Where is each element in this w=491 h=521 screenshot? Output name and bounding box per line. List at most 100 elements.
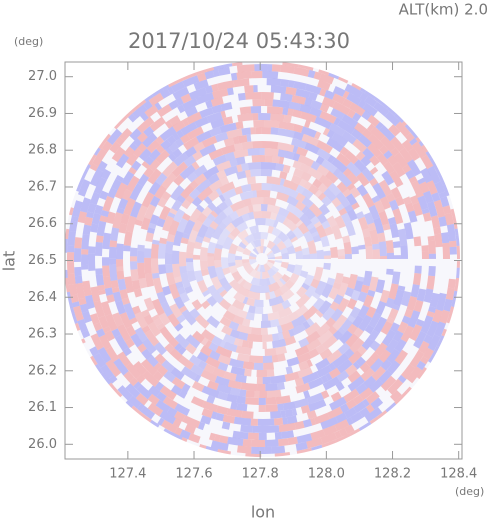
echo-cell bbox=[296, 433, 313, 444]
echo-cell bbox=[256, 369, 268, 378]
echo-cell bbox=[330, 391, 342, 402]
echo-cell bbox=[214, 260, 222, 268]
echo-cell bbox=[186, 262, 194, 272]
echo-cell bbox=[349, 102, 366, 117]
echo-cell bbox=[367, 142, 382, 158]
echo-cell bbox=[188, 229, 199, 243]
echo-cell bbox=[283, 114, 292, 123]
echo-cell bbox=[105, 359, 122, 378]
echo-cell bbox=[182, 415, 201, 429]
echo-cell bbox=[165, 264, 173, 274]
echo-cell bbox=[244, 265, 252, 271]
echo-cell bbox=[173, 208, 185, 223]
echo-cell bbox=[368, 204, 380, 220]
echo-cell bbox=[140, 406, 156, 420]
echo-cell bbox=[194, 173, 207, 186]
echo-cell bbox=[349, 306, 361, 319]
echo-cell bbox=[212, 367, 226, 378]
echo-cell bbox=[239, 190, 254, 201]
echo-cell bbox=[434, 345, 440, 352]
echo-cell bbox=[278, 422, 296, 433]
echo-cell bbox=[236, 245, 245, 253]
echo-cell bbox=[108, 382, 119, 394]
echo-cell bbox=[280, 261, 289, 269]
echo-cell bbox=[369, 229, 379, 245]
echo-cell bbox=[272, 99, 291, 109]
echo-cell bbox=[229, 279, 242, 292]
echo-cell bbox=[147, 168, 162, 185]
echo-cell bbox=[125, 175, 140, 193]
echo-cell bbox=[157, 417, 165, 426]
echo-cell bbox=[156, 291, 167, 304]
echo-cell bbox=[229, 329, 241, 339]
echo-cell bbox=[233, 291, 246, 303]
echo-cell bbox=[295, 219, 304, 228]
echo-cell bbox=[351, 128, 363, 140]
echo-cell bbox=[438, 216, 447, 227]
echo-cell bbox=[147, 402, 163, 417]
echo-cell bbox=[211, 225, 224, 240]
echo-cell bbox=[230, 200, 245, 212]
echo-cell bbox=[385, 338, 399, 354]
echo-cell bbox=[305, 330, 321, 344]
echo-cell bbox=[76, 178, 84, 192]
echo-cell bbox=[155, 149, 170, 165]
echo-cell bbox=[270, 211, 278, 221]
echo-cell bbox=[413, 299, 424, 313]
echo-cell bbox=[449, 240, 457, 248]
echo-cell bbox=[201, 329, 216, 342]
echo-cell bbox=[261, 126, 272, 135]
echo-cell bbox=[365, 404, 375, 413]
echo-cell bbox=[355, 151, 366, 161]
echo-cell bbox=[321, 196, 332, 207]
echo-cell bbox=[219, 435, 229, 444]
echo-cell bbox=[367, 222, 377, 231]
echo-cell bbox=[425, 151, 432, 159]
echo-cell bbox=[359, 387, 374, 401]
echo-cell bbox=[350, 289, 361, 302]
echo-cell bbox=[141, 132, 158, 148]
echo-cell bbox=[378, 210, 390, 226]
echo-cell bbox=[131, 104, 140, 113]
echo-cell bbox=[352, 138, 367, 153]
echo-cell bbox=[232, 136, 240, 145]
echo-cell bbox=[283, 238, 294, 249]
echo-cell bbox=[316, 213, 328, 224]
echo-cell bbox=[369, 416, 380, 424]
echo-cell bbox=[112, 312, 124, 327]
echo-cell bbox=[172, 418, 182, 428]
echo-cell bbox=[423, 288, 434, 303]
echo-cell bbox=[342, 188, 352, 198]
echo-cell bbox=[286, 195, 299, 207]
echo-cell bbox=[344, 407, 357, 419]
echo-cell bbox=[386, 106, 397, 116]
echo-cell bbox=[400, 325, 415, 343]
echo-cell bbox=[249, 259, 257, 265]
echo-cell bbox=[273, 417, 284, 426]
echo-cell bbox=[372, 243, 380, 250]
echo-cell bbox=[223, 137, 235, 147]
echo-cell bbox=[148, 222, 157, 230]
echo-cell bbox=[191, 161, 200, 170]
echo-cell bbox=[359, 362, 371, 373]
echo-cell bbox=[227, 436, 244, 446]
echo-cell bbox=[65, 228, 70, 240]
echo-cell bbox=[160, 88, 171, 99]
echo-cell bbox=[129, 317, 138, 325]
echo-cell bbox=[250, 169, 261, 177]
echo-cell bbox=[387, 378, 403, 395]
echo-cell bbox=[334, 433, 352, 443]
echo-cell bbox=[454, 228, 459, 236]
x-axis-label: lon bbox=[251, 503, 275, 521]
x-tick-label: 128.4 bbox=[440, 467, 477, 482]
echo-cell bbox=[90, 223, 99, 233]
echo-cell bbox=[199, 246, 209, 261]
echo-cell bbox=[214, 266, 226, 281]
echo-cell bbox=[261, 168, 273, 177]
echo-cell bbox=[250, 241, 257, 249]
echo-cell bbox=[183, 136, 200, 151]
echo-cell bbox=[314, 280, 327, 296]
echo-cell bbox=[435, 292, 447, 312]
echo-cell bbox=[421, 144, 429, 153]
echo-cell bbox=[335, 412, 348, 424]
